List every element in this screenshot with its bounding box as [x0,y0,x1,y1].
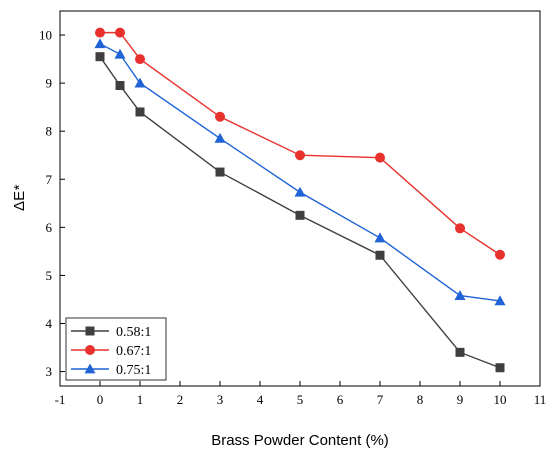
y-axis-title: ΔE* [11,184,28,211]
x-tick-label: 2 [177,392,184,407]
legend-marker [85,326,95,336]
data-point [134,77,146,88]
x-tick-label: 11 [534,392,547,407]
y-tick-label: 7 [46,172,53,187]
data-point [375,250,385,260]
data-point [455,223,465,234]
legend-label: 0.67:1 [116,344,151,359]
data-point [375,152,385,163]
x-tick-label: 8 [417,392,424,407]
data-point [94,38,106,49]
series-line [100,31,501,256]
data-point [495,249,505,260]
y-axis-title-star: * [11,184,28,191]
x-tick-label: 5 [297,392,304,407]
legend-label: 0.58:1 [116,325,151,340]
y-tick-label: 4 [46,316,53,331]
series-line [99,43,501,302]
data-point [135,54,145,65]
data-point [295,210,305,220]
data-point [454,290,466,301]
y-tick-label: 6 [46,220,53,235]
legend: 0.58:1 0.67:1 0.75:1 [65,317,167,381]
x-tick-label: 4 [257,392,264,407]
x-axis-title: Brass Powder Content (%) [211,432,389,449]
legend-marker [84,363,96,374]
x-tick-label: 3 [217,392,224,407]
y-tick-label: 10 [39,28,52,43]
data-point [115,27,125,38]
data-point [215,111,225,122]
data-point [294,186,306,197]
x-tick-label: -1 [55,392,66,407]
data-point [295,150,305,161]
x-tick-label: 10 [494,392,507,407]
series-layer [94,27,506,373]
y-axis: 3 4 5 6 7 8 9 10 [39,28,65,379]
x-tick-label: 9 [457,392,464,407]
data-point [95,52,105,62]
series-2 [95,27,505,260]
y-axis-title-main: ΔE [11,191,28,211]
data-point [214,132,226,143]
y-tick-label: 9 [46,76,53,91]
y-tick-label: 5 [46,268,53,283]
y-tick-label: 3 [46,364,53,379]
x-tick-label: 0 [97,392,104,407]
data-point [495,363,505,373]
data-point [215,167,225,177]
legend-label: 0.75:1 [116,363,151,378]
data-point [455,347,465,357]
x-tick-label: 1 [137,392,144,407]
data-point [494,295,506,306]
x-axis: -1 0 1 2 3 4 5 6 7 8 9 10 11 [55,381,547,407]
series-1 [95,52,505,373]
y-tick-label: 8 [46,124,53,139]
x-tick-label: 6 [337,392,344,407]
data-point [114,48,126,59]
x-tick-label: 7 [377,392,384,407]
legend-marker [85,345,95,355]
series-3 [94,38,506,306]
data-point [374,232,386,243]
data-point [95,27,105,38]
data-point [115,81,125,91]
data-point [135,107,145,117]
